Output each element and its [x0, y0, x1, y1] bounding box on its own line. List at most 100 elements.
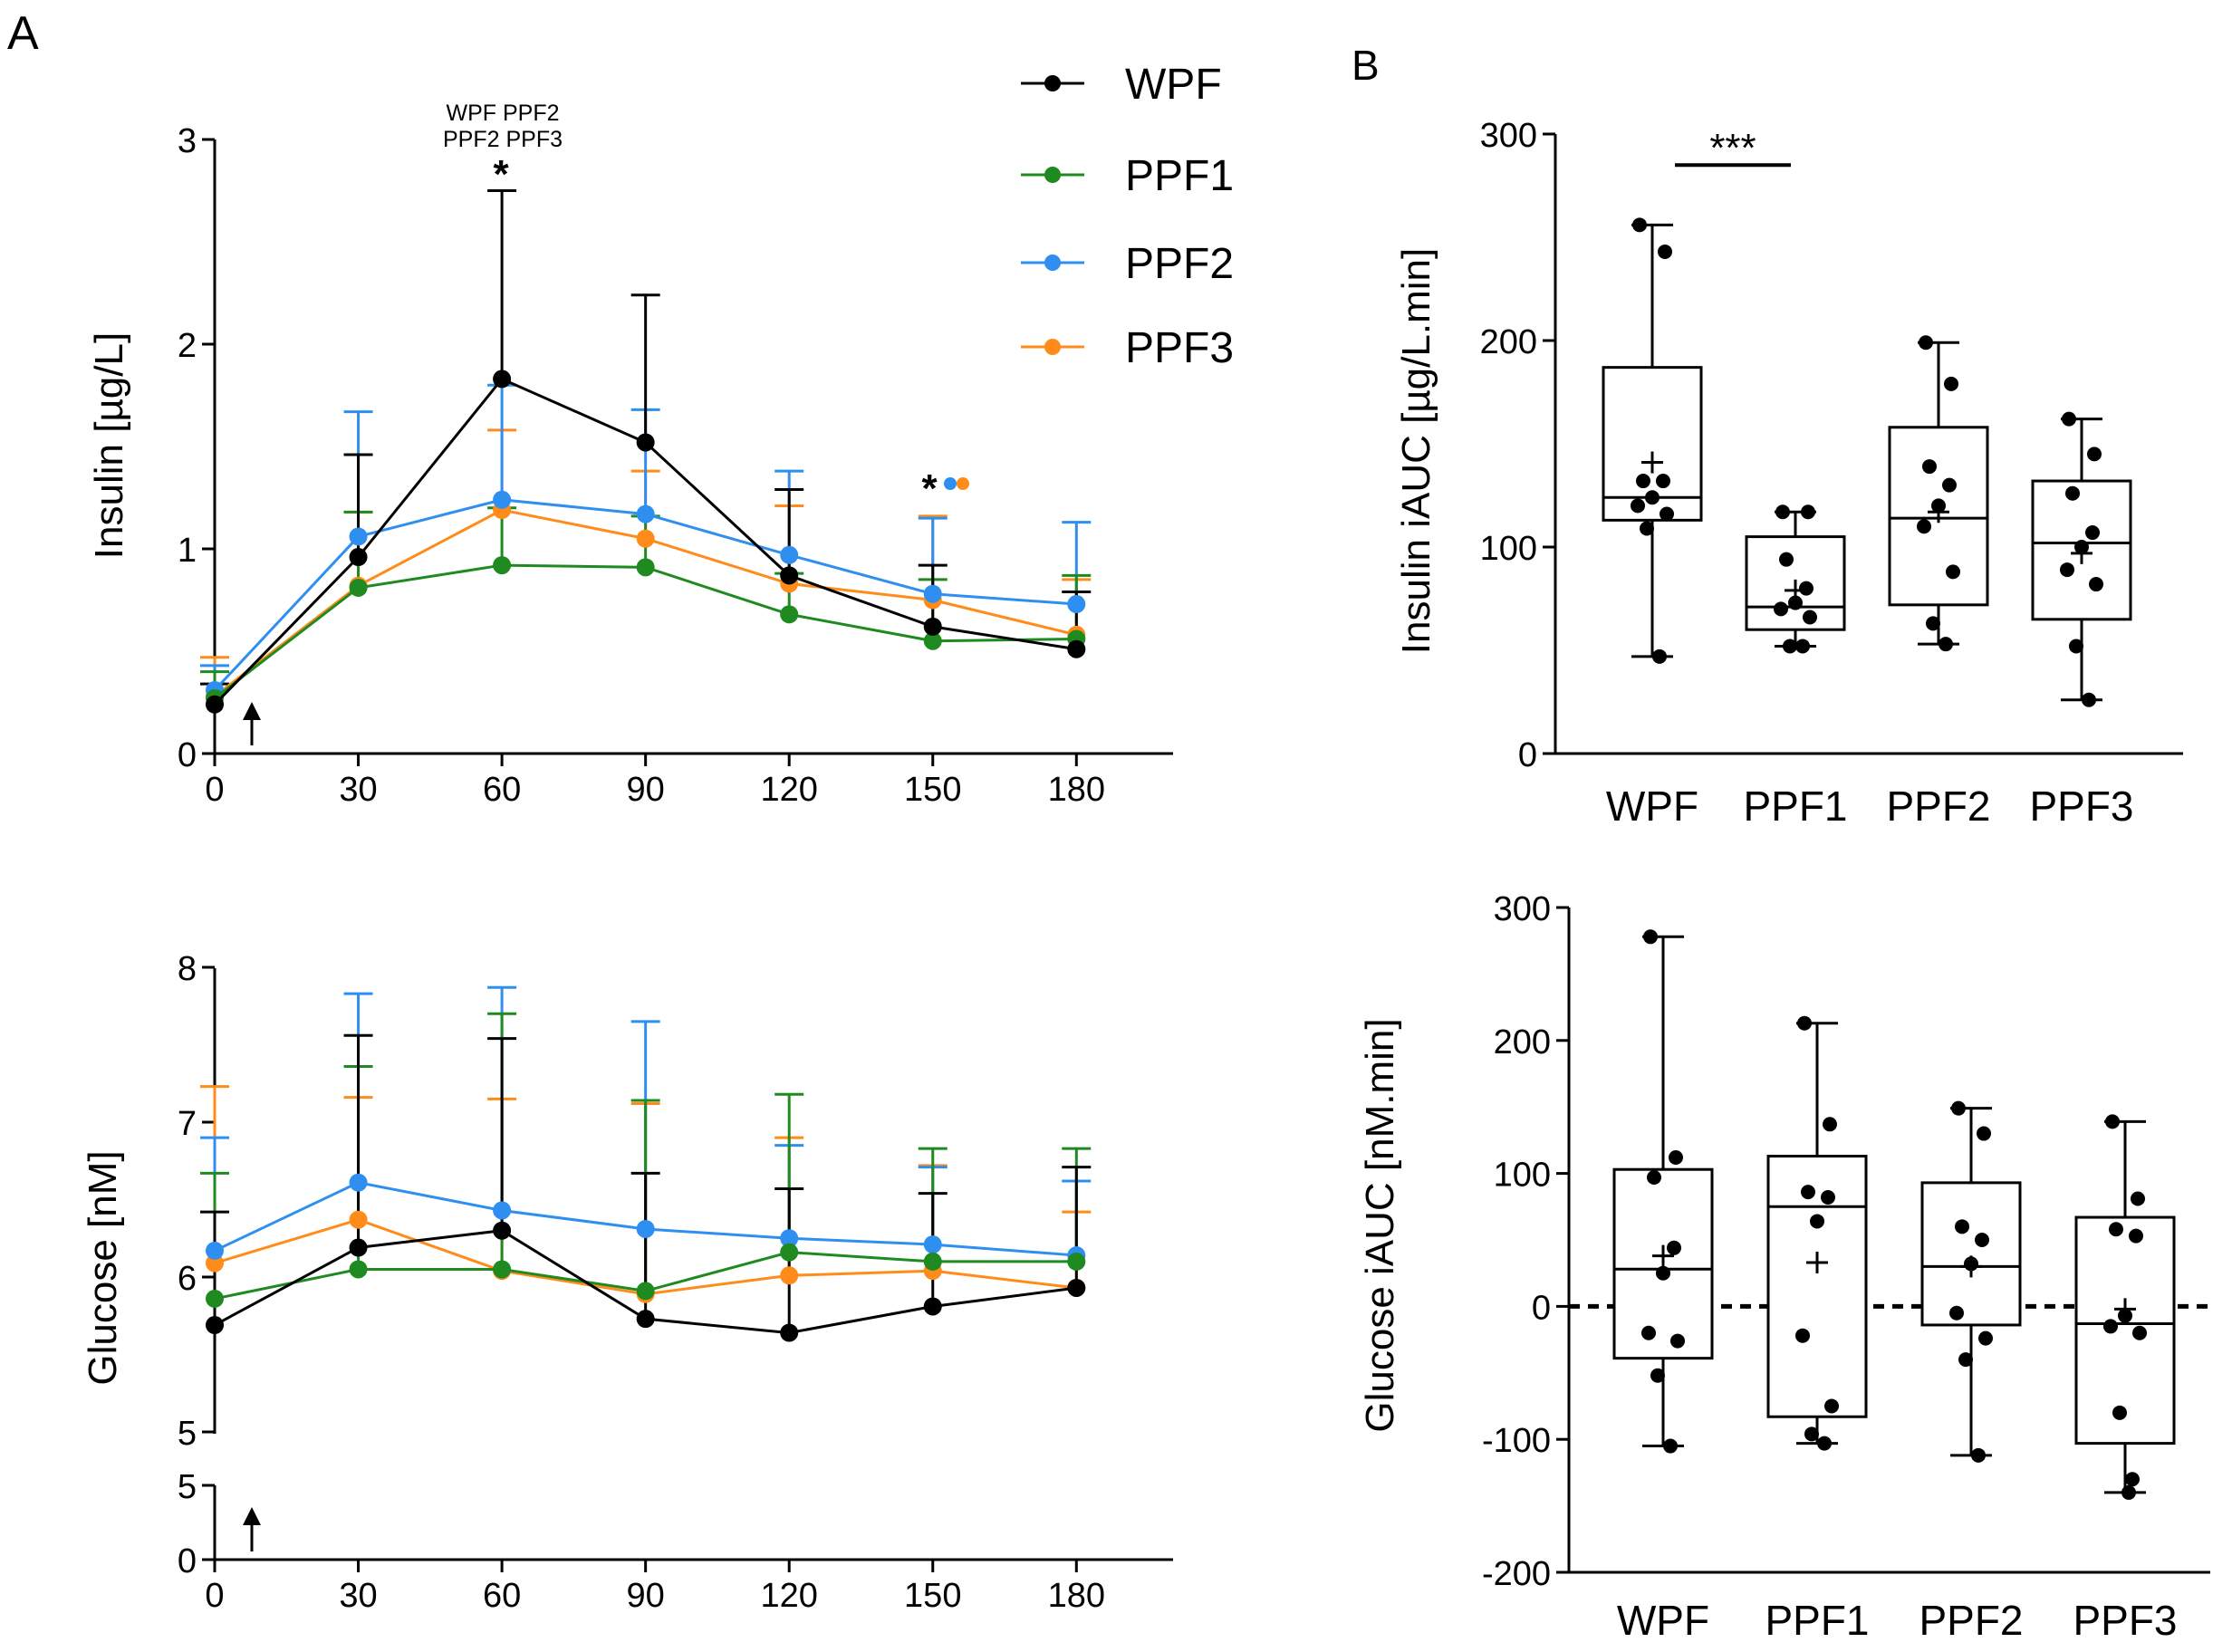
insulin-iauc-point-ppf1	[1795, 639, 1810, 654]
insulin-iauc-point-ppf2	[1931, 498, 1946, 514]
glucose-iauc-point-wpf	[1647, 1170, 1661, 1186]
insulin-time-point-ppf3	[636, 529, 655, 548]
insulin-iauc-point-ppf1	[1779, 552, 1794, 567]
insulin-time-point-ppf1	[780, 605, 799, 624]
glucose-iauc-point-wpf	[1656, 1265, 1670, 1281]
glucose-iauc-point-ppf3	[2131, 1191, 2145, 1206]
insulin-iauc-point-ppf2	[1946, 564, 1960, 580]
insulin-iauc-point-ppf3	[2069, 639, 2083, 654]
glucose-time-point-wpf	[206, 1316, 224, 1335]
glucose-time-point-ppf3	[780, 1266, 799, 1285]
glucose-iauc-point-ppf1	[1804, 1426, 1819, 1442]
insulin-iauc-point-ppf1	[1803, 610, 1817, 625]
panel-a-label: A	[7, 7, 39, 60]
insulin-iauc-point-ppf2	[1939, 637, 1953, 652]
insulin-iauc-x-label-ppf3: PPF3	[2029, 783, 2133, 830]
glucose-iauc-ylabel: Glucose iAUC [nM.min]	[1358, 1018, 1402, 1432]
insulin-iauc-point-wpf	[1632, 217, 1647, 233]
insulin-iauc-point-wpf	[1652, 648, 1667, 664]
glucose-iauc-point-ppf2	[1955, 1219, 1969, 1234]
legend: WPF PPF1 PPF2 PPF3	[1021, 61, 1234, 372]
panel-b-label: B	[1352, 42, 1380, 89]
sig60-label-line2: PPF2 PPF3	[443, 127, 563, 152]
glucose-iauc-point-ppf1	[1795, 1328, 1810, 1343]
legend-label-ppf3: PPF3	[1125, 324, 1234, 372]
insulin-time-series-line-ppf1	[214, 563, 1077, 700]
insulin-time-point-ppf1	[636, 558, 655, 577]
glucose-time-point-ppf3	[349, 1210, 368, 1229]
glucose-time-point-ppf2	[923, 1235, 942, 1254]
insulin-iauc-sig-label: ***	[1709, 126, 1756, 170]
glucose-iauc-point-ppf2	[1975, 1233, 1989, 1247]
glucose-iauc-point-ppf3	[2132, 1325, 2147, 1340]
glucose-time-chart: Glucose [nM] 5 6 7 8 0 30 60 90 120 150 180 0 5	[81, 950, 1173, 1615]
glucose-time-point-ppf1	[1067, 1252, 1086, 1271]
glucose-iauc-point-ppf3	[2121, 1484, 2136, 1500]
insulin-iauc-point-ppf2	[1944, 376, 1958, 391]
glucose-iauc-point-ppf3	[2103, 1319, 2118, 1334]
insulin-time-chart: Insulin [µg/L] WPF PPF2 PPF2 PPF3 * * 0 1…	[87, 101, 1173, 809]
glucose-time-point-wpf	[349, 1238, 368, 1257]
insulin-iauc-y-tick-label: 200	[1480, 323, 1537, 361]
glucose-iauc-point-wpf	[1667, 1240, 1681, 1255]
glucose-iauc-point-ppf2	[1958, 1352, 1973, 1368]
glucose-iauc-point-ppf1	[1817, 1436, 1832, 1451]
insulin-time-point-ppf1	[493, 556, 512, 575]
glucose-iauc-box-ppf3	[2074, 1215, 2176, 1446]
insulin-iauc-chart: Insulin iAUC [µg/L.min] 0 100 200 300 WPF PPF…	[1394, 117, 2183, 830]
glucose-time-point-ppf2	[636, 1219, 655, 1238]
glucose-iauc-point-ppf2	[1978, 1330, 1993, 1346]
glucose-iauc-x-label-ppf3: PPF3	[2073, 1597, 2177, 1644]
sig150-dot-ppf3	[957, 477, 969, 490]
glucose-iauc-point-ppf3	[2129, 1228, 2143, 1244]
glucose-iauc-y-tick-label: -200	[1482, 1555, 1551, 1593]
insulin-iauc-x-label-wpf: WPF	[1606, 783, 1698, 830]
insulin-time-y-tick-label: 3	[178, 122, 197, 160]
glucose-iauc-y-tick-label: 200	[1494, 1023, 1551, 1061]
glucose-time-x-tick-label: 0	[205, 1577, 224, 1615]
insulin-time-x-tick-label: 60	[483, 771, 521, 809]
glucose-iauc-point-wpf	[1650, 1368, 1665, 1383]
insulin-time-ylabel: Insulin [µg/L]	[87, 332, 131, 559]
glucose-time-x-tick-label: 30	[339, 1577, 377, 1615]
glucose-time-point-ppf2	[206, 1241, 224, 1260]
insulin-iauc-point-wpf	[1660, 506, 1674, 522]
glucose-time-y-tick-label-lower: 0	[178, 1542, 197, 1580]
insulin-time-x-tick-label: 180	[1048, 771, 1105, 809]
glucose-iauc-point-wpf	[1669, 1149, 1683, 1165]
glucose-iauc-point-ppf1	[1797, 1015, 1812, 1031]
glucose-time-point-ppf2	[493, 1201, 512, 1220]
glucose-iauc-point-ppf3	[2118, 1308, 2132, 1323]
glucose-time-y-tick-label: 6	[178, 1260, 197, 1298]
glucose-time-ylabel: Glucose [nM]	[81, 1150, 125, 1385]
glucose-time-x-tick-label: 60	[483, 1577, 521, 1615]
insulin-time-point-wpf	[1067, 639, 1086, 658]
insulin-iauc-y-tick-label: 300	[1480, 117, 1537, 155]
glucose-iauc-x-label-ppf2: PPF2	[1919, 1597, 2023, 1644]
insulin-iauc-point-ppf3	[2060, 562, 2074, 578]
insulin-iauc-point-ppf3	[2062, 411, 2076, 427]
glucose-iauc-box-ppf2	[1920, 1181, 2022, 1327]
insulin-iauc-point-wpf	[1640, 521, 1654, 536]
glucose-iauc-chart: Glucose iAUC [nM.min] -200 -100 0 100 200 300…	[1358, 890, 2210, 1644]
insulin-iauc-point-ppf1	[1774, 601, 1788, 617]
insulin-iauc-point-ppf1	[1801, 504, 1815, 520]
insulin-time-point-ppf2	[349, 527, 368, 546]
glucose-arrow	[243, 1507, 261, 1551]
insulin-time-point-ppf2	[636, 504, 655, 523]
glucose-time-y-tick-label: 5	[178, 1415, 197, 1453]
insulin-time-point-wpf	[349, 548, 368, 567]
glucose-iauc-x-label-ppf1: PPF1	[1765, 1597, 1869, 1644]
insulin-time-point-ppf1	[349, 578, 368, 597]
glucose-iauc-point-ppf1	[1801, 1185, 1815, 1200]
glucose-iauc-point-ppf1	[1821, 1190, 1835, 1205]
glucose-time-point-wpf	[493, 1221, 512, 1240]
insulin-time-x-tick-label: 120	[760, 771, 817, 809]
glucose-time-x-tick-label: 180	[1048, 1577, 1105, 1615]
glucose-time-point-wpf	[923, 1297, 942, 1316]
glucose-iauc-point-wpf	[1663, 1438, 1678, 1454]
glucose-time-point-wpf	[780, 1323, 799, 1342]
sig150-dot-ppf2	[944, 477, 957, 490]
legend-marker-ppf1	[1044, 167, 1061, 183]
